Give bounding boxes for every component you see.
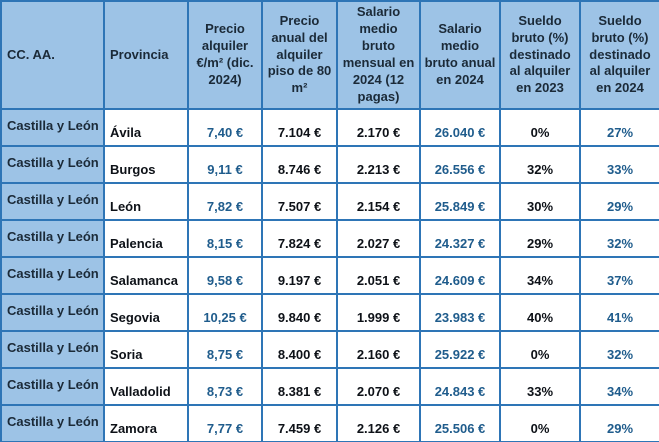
table-row: Castilla y León Soria 8,75 €8.400 €2.160 €… [0, 330, 659, 369]
cell-salario-mensual: 2.154 € [336, 182, 421, 221]
cell-precio-anual: 8.400 € [261, 330, 338, 369]
cell-salario-anual: 24.609 € [419, 256, 501, 295]
table-row: Castilla y León Zamora 7,77 €7.459 €2.126 … [0, 404, 659, 442]
cell-pct-2023: 30% [499, 182, 581, 221]
column-header-precio-alquiler-m2: Precio alquiler €/m² (dic. 2024) [187, 0, 263, 110]
cell-precio-m2: 8,15 € [187, 219, 263, 258]
cell-pct-2024: 27% [579, 108, 659, 147]
cell-pct-2024: 32% [579, 219, 659, 258]
cell-ccaa: Castilla y León [0, 330, 105, 369]
cell-pct-2024: 29% [579, 404, 659, 442]
cell-precio-m2: 10,25 € [187, 293, 263, 332]
cell-salario-mensual: 2.070 € [336, 367, 421, 406]
cell-pct-2023: 0% [499, 108, 581, 147]
cell-salario-mensual: 1.999 € [336, 293, 421, 332]
table-row: Castilla y León Ávila 7,40 €7.104 €2.170 €… [0, 108, 659, 147]
cell-precio-anual: 9.840 € [261, 293, 338, 332]
cell-ccaa: Castilla y León [0, 108, 105, 147]
cell-precio-anual: 7.507 € [261, 182, 338, 221]
cell-ccaa: Castilla y León [0, 145, 105, 184]
cell-precio-anual: 7.824 € [261, 219, 338, 258]
cell-provincia: Soria [103, 330, 189, 369]
column-header-precio-anual-alquiler: Precio anual del alquiler piso de 80 m² [261, 0, 338, 110]
cell-salario-mensual: 2.126 € [336, 404, 421, 442]
cell-salario-mensual: 2.160 € [336, 330, 421, 369]
table-row: Castilla y León Salamanca 9,58 €9.197 €2.0… [0, 256, 659, 295]
cell-salario-anual: 25.506 € [419, 404, 501, 442]
cell-precio-m2: 7,82 € [187, 182, 263, 221]
cell-provincia: Segovia [103, 293, 189, 332]
cell-precio-m2: 9,11 € [187, 145, 263, 184]
cell-precio-m2: 8,75 € [187, 330, 263, 369]
table-body: Castilla y León Ávila 7,40 €7.104 €2.170 €… [0, 108, 659, 442]
column-header-sueldo-destinado-alquiler-2023: Sueldo bruto (%) destinado al alquiler e… [499, 0, 581, 110]
cell-provincia: Palencia [103, 219, 189, 258]
cell-ccaa: Castilla y León [0, 404, 105, 442]
cell-provincia: Ávila [103, 108, 189, 147]
cell-pct-2024: 32% [579, 330, 659, 369]
cell-salario-anual: 26.556 € [419, 145, 501, 184]
cell-salario-anual: 24.327 € [419, 219, 501, 258]
cell-precio-anual: 8.746 € [261, 145, 338, 184]
cell-provincia: Salamanca [103, 256, 189, 295]
cell-ccaa: Castilla y León [0, 367, 105, 406]
cell-pct-2024: 41% [579, 293, 659, 332]
cell-salario-anual: 24.843 € [419, 367, 501, 406]
table-row: Castilla y León Burgos 9,11 €8.746 €2.213 … [0, 145, 659, 184]
column-header-provincia: Provincia [103, 0, 189, 110]
cell-precio-m2: 7,40 € [187, 108, 263, 147]
cell-ccaa: Castilla y León [0, 293, 105, 332]
cell-pct-2024: 29% [579, 182, 659, 221]
cell-salario-mensual: 2.170 € [336, 108, 421, 147]
cell-provincia: León [103, 182, 189, 221]
cell-precio-anual: 9.197 € [261, 256, 338, 295]
cell-precio-m2: 7,77 € [187, 404, 263, 442]
table-row: Castilla y León Segovia 10,25 €9.840 €1.99… [0, 293, 659, 332]
column-header-sueldo-destinado-alquiler-2024: Sueldo bruto (%) destinado al alquiler e… [579, 0, 659, 110]
cell-ccaa: Castilla y León [0, 219, 105, 258]
cell-precio-m2: 9,58 € [187, 256, 263, 295]
cell-salario-mensual: 2.213 € [336, 145, 421, 184]
cell-pct-2024: 33% [579, 145, 659, 184]
cell-pct-2023: 34% [499, 256, 581, 295]
column-header-ccaa: CC. AA. [0, 0, 105, 110]
column-header-salario-medio-anual: Salario medio bruto anual en 2024 [419, 0, 501, 110]
cell-pct-2023: 0% [499, 330, 581, 369]
cell-pct-2024: 37% [579, 256, 659, 295]
cell-precio-m2: 8,73 € [187, 367, 263, 406]
cell-pct-2023: 29% [499, 219, 581, 258]
cell-pct-2023: 32% [499, 145, 581, 184]
cell-salario-anual: 23.983 € [419, 293, 501, 332]
cell-pct-2024: 34% [579, 367, 659, 406]
cell-salario-mensual: 2.051 € [336, 256, 421, 295]
cell-pct-2023: 0% [499, 404, 581, 442]
cell-pct-2023: 33% [499, 367, 581, 406]
cell-salario-mensual: 2.027 € [336, 219, 421, 258]
header-row: CC. AA. Provincia Precio alquiler €/m² (… [0, 0, 659, 110]
cell-precio-anual: 8.381 € [261, 367, 338, 406]
cell-salario-anual: 26.040 € [419, 108, 501, 147]
cell-ccaa: Castilla y León [0, 182, 105, 221]
cell-precio-anual: 7.459 € [261, 404, 338, 442]
cell-ccaa: Castilla y León [0, 256, 105, 295]
cell-precio-anual: 7.104 € [261, 108, 338, 147]
table-header: CC. AA. Provincia Precio alquiler €/m² (… [0, 0, 659, 110]
cell-salario-anual: 25.922 € [419, 330, 501, 369]
column-header-salario-medio-mensual: Salario medio bruto mensual en 2024 (12 … [336, 0, 421, 110]
table-row: Castilla y León Palencia 8,15 €7.824 €2.02… [0, 219, 659, 258]
table-row: Castilla y León Valladolid 8,73 €8.381 €2.… [0, 367, 659, 406]
cell-salario-anual: 25.849 € [419, 182, 501, 221]
cell-provincia: Zamora [103, 404, 189, 442]
table-row: Castilla y León León 7,82 €7.507 €2.154 €2… [0, 182, 659, 221]
cell-pct-2023: 40% [499, 293, 581, 332]
cell-provincia: Burgos [103, 145, 189, 184]
cell-provincia: Valladolid [103, 367, 189, 406]
